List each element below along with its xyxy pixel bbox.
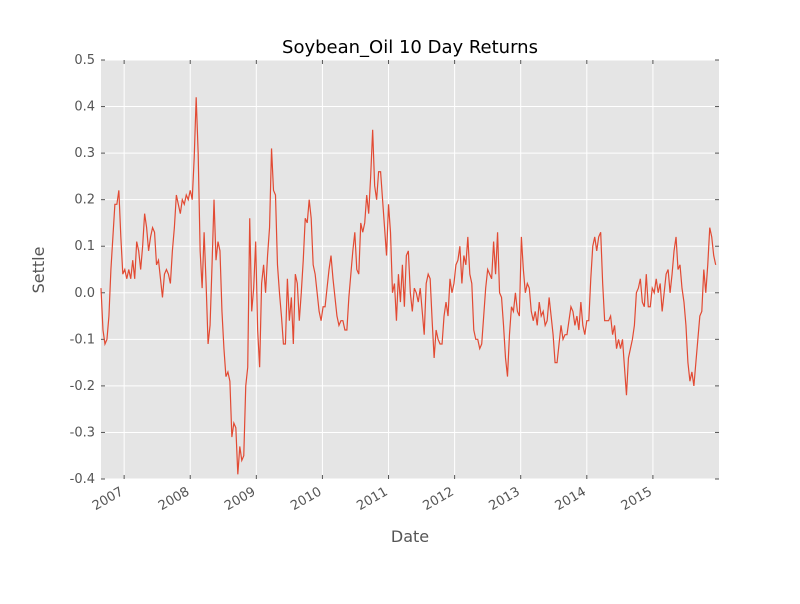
x-tick-label: 2008 bbox=[156, 484, 192, 514]
y-tick-label: -0.4 bbox=[70, 472, 95, 487]
x-tick-label: 2014 bbox=[553, 484, 589, 514]
x-tick-label: 2012 bbox=[420, 484, 456, 514]
y-tick-label: 0.4 bbox=[74, 100, 95, 115]
data-line bbox=[100, 97, 717, 475]
plot-background bbox=[101, 60, 719, 479]
x-tick-label: 2007 bbox=[90, 484, 126, 514]
y-tick-label: -0.1 bbox=[70, 332, 95, 347]
y-tick-label: 0.3 bbox=[74, 146, 95, 161]
y-tick-label: 0.2 bbox=[74, 193, 95, 208]
chart-title: Soybean_Oil 10 Day Returns bbox=[282, 37, 538, 58]
y-tick-label: -0.2 bbox=[70, 379, 95, 394]
y-tick-label: 0.0 bbox=[74, 286, 95, 301]
x-tick-label: 2013 bbox=[487, 484, 523, 514]
y-axis-label: Settle bbox=[29, 247, 48, 294]
y-tick-label: -0.3 bbox=[70, 425, 95, 440]
y-tick-label: 0.5 bbox=[74, 53, 95, 68]
x-axis-label: Date bbox=[391, 527, 429, 546]
y-tick-label: 0.1 bbox=[74, 239, 95, 254]
x-tick-label: 2011 bbox=[354, 484, 390, 514]
x-tick-label: 2015 bbox=[619, 484, 655, 514]
x-tick-label: 2009 bbox=[222, 484, 258, 514]
x-tick-label: 2010 bbox=[288, 484, 324, 514]
